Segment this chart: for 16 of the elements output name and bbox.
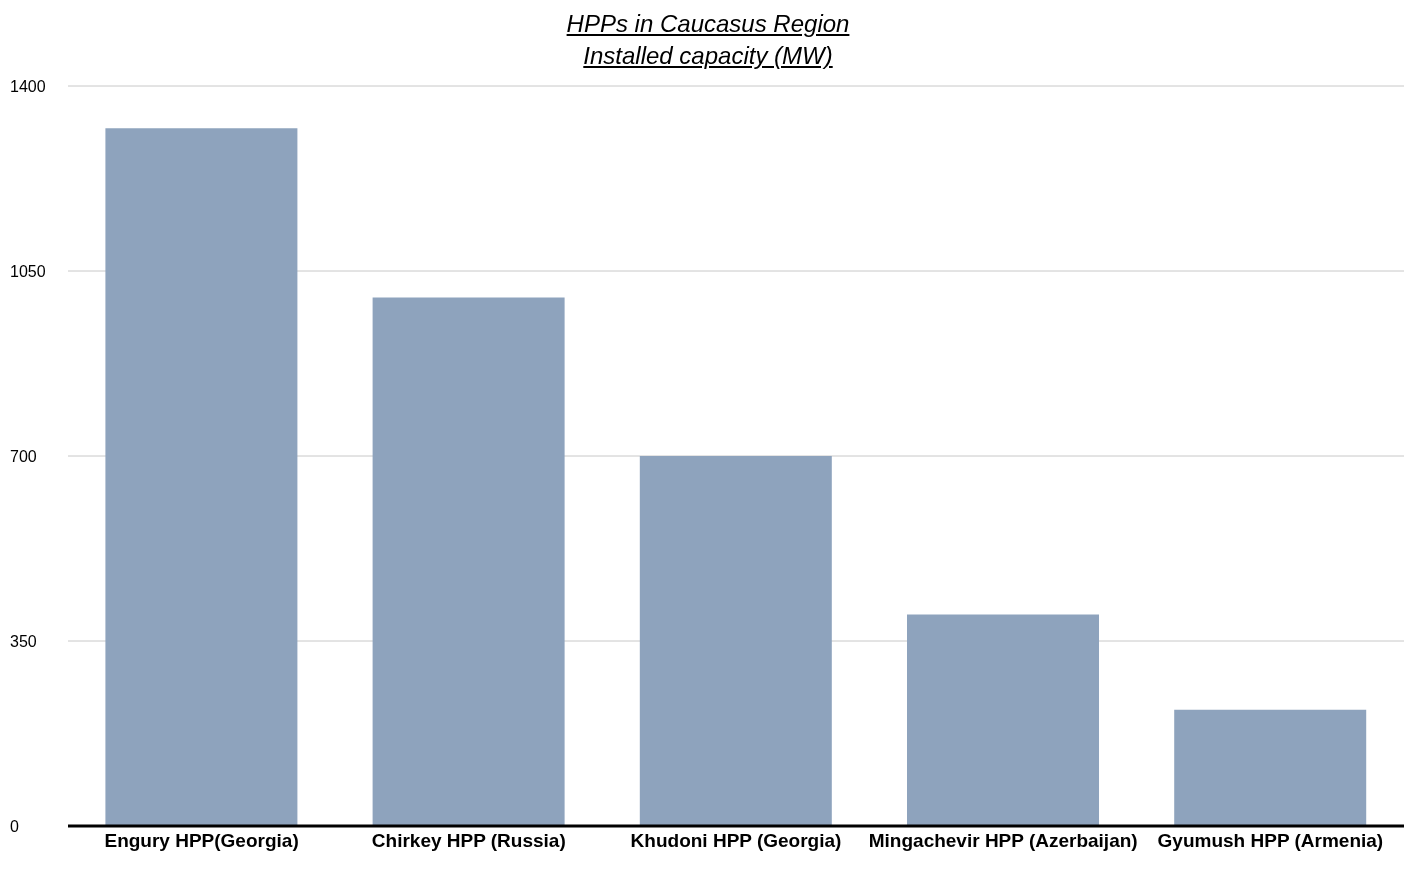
x-tick-label: Engury HPP(Georgia) (104, 830, 299, 852)
y-tick-label: 1400 (10, 77, 46, 95)
y-tick-label: 0 (10, 817, 19, 835)
x-tick-label: Gyumush HPP (Armenia) (1157, 830, 1384, 852)
x-tick-label: Mingachevir HPP (Azerbaijan) (868, 830, 1138, 852)
x-tick-label: Khudoni HPP (Georgia) (630, 830, 842, 852)
chart-title: HPPs in Caucasus Region Installed capacity (MW) (565, 9, 851, 71)
bar (372, 297, 565, 826)
bar (105, 128, 298, 826)
y-tick-label: 700 (10, 447, 37, 465)
bar (907, 614, 1100, 826)
y-tick-label: 1050 (10, 262, 46, 280)
bar (639, 456, 832, 826)
x-tick-label: Chirkey HPP (Russia) (371, 830, 566, 852)
bar (1174, 709, 1367, 826)
y-tick-label: 350 (10, 632, 37, 650)
